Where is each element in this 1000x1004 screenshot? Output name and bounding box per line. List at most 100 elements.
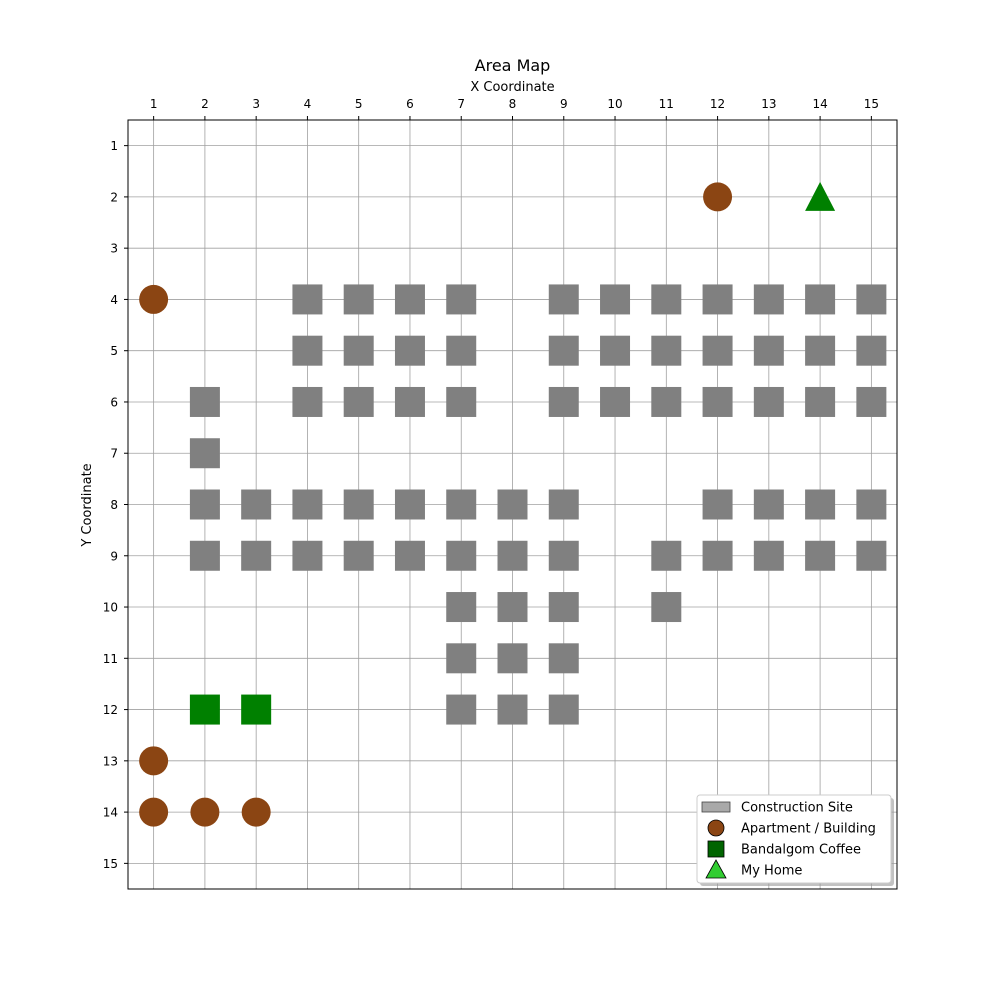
y-tick-label: 7 (110, 447, 118, 461)
construction-site-marker (394, 489, 425, 520)
x-tick-label: 1 (150, 97, 158, 111)
construction-site-marker (548, 643, 579, 674)
construction-site-marker (497, 694, 528, 725)
legend-label: Construction Site (741, 801, 853, 816)
construction-site-marker (753, 284, 784, 315)
construction-site-marker (446, 284, 477, 315)
construction-site-marker (394, 540, 425, 571)
y-tick-label: 8 (110, 498, 118, 512)
construction-site-marker (446, 643, 477, 674)
x-tick-label: 15 (864, 97, 879, 111)
construction-site-marker (548, 694, 579, 725)
construction-site-marker (343, 386, 374, 417)
construction-site-marker (753, 386, 784, 417)
construction-site-marker (856, 540, 887, 571)
construction-site-marker (394, 284, 425, 315)
y-tick-label: 14 (103, 806, 118, 820)
construction-site-marker (753, 489, 784, 520)
legend: Construction Site Apartment / Building Ban… (696, 794, 894, 886)
x-tick-label: 14 (812, 97, 827, 111)
construction-site-marker (343, 284, 374, 315)
apartment-marker (241, 797, 271, 827)
axis-ticks: 1 2 3 4 5 6 7 8 9 10 11 12 13 14 151234567891011121314… (103, 97, 879, 871)
y-axis-label: Y Coordinate (80, 463, 95, 547)
construction-site-marker (394, 335, 425, 366)
y-tick-label: 9 (110, 549, 118, 563)
legend-label: My Home (741, 864, 802, 879)
construction-site-marker (343, 335, 374, 366)
construction-site-marker (189, 540, 220, 571)
coffee-shop-marker (189, 694, 220, 725)
y-tick-label: 13 (103, 754, 118, 768)
construction-site-marker (651, 284, 682, 315)
x-tick-label: 10 (607, 97, 622, 111)
x-tick-label: 2 (201, 97, 209, 111)
y-tick-label: 10 (103, 601, 118, 615)
y-tick-label: 1 (110, 139, 118, 153)
y-tick-label: 6 (110, 395, 118, 409)
construction-site-marker (189, 489, 220, 520)
x-tick-label: 6 (406, 97, 414, 111)
legend-label: Apartment / Building (741, 822, 876, 837)
construction-site-marker (343, 489, 374, 520)
construction-site-marker (856, 284, 887, 315)
construction-site-marker (292, 386, 323, 417)
construction-site-marker (241, 540, 272, 571)
construction-site-marker (446, 386, 477, 417)
construction-site-marker (702, 335, 733, 366)
construction-site-marker (548, 386, 579, 417)
construction-site-marker (446, 335, 477, 366)
construction-site-marker (805, 540, 836, 571)
construction-site-marker (805, 489, 836, 520)
construction-site-marker (600, 284, 631, 315)
y-tick-label: 5 (110, 344, 118, 358)
construction-site-marker (600, 386, 631, 417)
construction-site-marker (548, 335, 579, 366)
construction-site-marker (446, 694, 477, 725)
construction-site-marker (446, 540, 477, 571)
construction-site-marker (292, 540, 323, 571)
construction-site-marker (805, 386, 836, 417)
construction-site-marker (805, 284, 836, 315)
legend-box (696, 794, 892, 884)
legend-label: Bandalgom Coffee (741, 843, 861, 858)
construction-site-marker (548, 284, 579, 315)
construction-site-marker (189, 386, 220, 417)
construction-site-marker (651, 592, 682, 623)
construction-site-marker (600, 335, 631, 366)
construction-site-marker (651, 540, 682, 571)
construction-site-marker (446, 592, 477, 623)
construction-site-marker (856, 489, 887, 520)
home-marker (805, 181, 836, 211)
construction-site-marker (241, 489, 272, 520)
triangle-icon (705, 859, 727, 879)
construction-site-marker (292, 335, 323, 366)
construction-site-marker (497, 489, 528, 520)
construction-site-marker (497, 540, 528, 571)
construction-site-marker (189, 438, 220, 469)
x-axis-label: X Coordinate (470, 80, 554, 95)
y-tick-label: 3 (110, 242, 118, 256)
coffee-shop-marker (241, 694, 272, 725)
apartment-marker (703, 182, 733, 212)
y-tick-label: 15 (103, 857, 118, 871)
construction-site-marker (292, 489, 323, 520)
legend-items: Construction Site Apartment / Building Ban… (701, 801, 876, 879)
construction-site-marker (548, 592, 579, 623)
apartment-marker (139, 746, 169, 776)
x-tick-label: 11 (659, 97, 674, 111)
construction-site-marker (497, 643, 528, 674)
legend-item-home: My Home (705, 859, 802, 879)
y-tick-label: 4 (110, 293, 118, 307)
construction-site-marker (548, 540, 579, 571)
x-tick-label: 5 (355, 97, 363, 111)
construction-site-marker (805, 335, 836, 366)
construction-site-marker (548, 489, 579, 520)
construction-site-marker (702, 489, 733, 520)
x-tick-label: 8 (509, 97, 517, 111)
x-tick-label: 9 (560, 97, 568, 111)
legend-item-construction: Construction Site (701, 801, 853, 816)
apartment-marker (190, 797, 220, 827)
